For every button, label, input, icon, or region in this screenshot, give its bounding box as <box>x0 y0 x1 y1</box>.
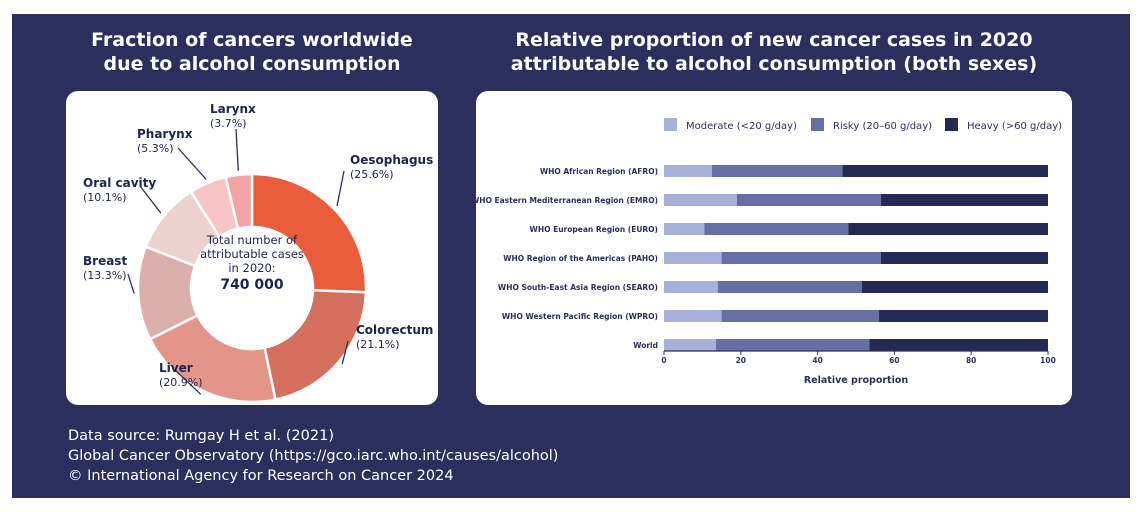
donut-center-value: 740 000 <box>220 277 284 293</box>
leader-line-oesophagus <box>336 170 345 207</box>
bar-segment-risky-20-60-g-day-who-western-pacific-region-wpro <box>721 310 880 322</box>
legend-swatch-moderate-20-g-day <box>664 118 677 131</box>
source-line-2: Global Cancer Observatory (https://gco.i… <box>68 448 559 464</box>
category-label-who-western-pacific-region-wpro: WHO Western Pacific Region (WPRO) <box>502 312 658 321</box>
donut-slice-colorectum <box>263 289 368 402</box>
x-tick-label: 0 <box>661 356 666 365</box>
leader-line-liver <box>175 370 202 395</box>
right-chart-title: Relative proportion of new cancer cases … <box>476 28 1072 76</box>
donut-center-text: Total number of <box>206 233 298 247</box>
slice-name-oesophagus: Oesophagus <box>350 153 433 167</box>
legend-label-risky-20-60-g-day: Risky (20–60 g/day) <box>833 121 932 132</box>
bar-segment-heavy-60-g-day-world <box>869 339 1048 351</box>
slice-percent-liver: (20.9%) <box>159 376 203 389</box>
donut-center-text: attributable cases <box>200 247 304 261</box>
left-title-line-2: due to alcohol consumption <box>103 53 401 75</box>
slice-percent-breast: (13.3%) <box>83 269 127 282</box>
slice-name-liver: Liver <box>159 361 193 375</box>
x-axis-label: Relative proportion <box>804 375 909 386</box>
slice-percent-oral-cavity: (10.1%) <box>83 191 127 204</box>
bar-segment-heavy-60-g-day-who-eastern-mediterranean-region-emro <box>880 194 1048 206</box>
bar-chart-card: Moderate (<20 g/day) Risky (20–60 g/day) H… <box>471 91 1072 405</box>
donut-center-text: in 2020: <box>228 261 275 275</box>
category-label-who-region-of-the-americas-paho: WHO Region of the Americas (PAHO) <box>503 254 658 263</box>
slice-name-larynx: Larynx <box>210 102 256 116</box>
bar-segment-moderate-20-g-day-who-region-of-the-americas-paho <box>664 252 722 264</box>
bar-segment-heavy-60-g-day-who-western-pacific-region-wpro <box>879 310 1048 322</box>
slice-percent-pharynx: (5.3%) <box>137 142 174 155</box>
slice-name-breast: Breast <box>83 254 127 268</box>
right-title-line-2: attributable to alcohol consumption (bot… <box>510 53 1038 75</box>
leader-line-oral-cavity <box>139 185 162 214</box>
stacked-bar-chart: Moderate (<20 g/day) Risky (20–60 g/day) H… <box>471 118 1062 386</box>
source-line-3: © International Agency for Research on C… <box>68 468 454 484</box>
bar-segment-moderate-20-g-day-who-african-region-afro <box>664 165 712 177</box>
bar-segment-moderate-20-g-day-world <box>664 339 716 351</box>
x-tick-label: 80 <box>966 356 976 365</box>
legend-label-moderate-20-g-day: Moderate (<20 g/day) <box>686 121 797 132</box>
bar-segment-moderate-20-g-day-who-european-region-euro <box>664 223 705 235</box>
category-label-world: World <box>633 341 658 350</box>
legend-label-heavy-60-g-day: Heavy (>60 g/day) <box>967 121 1062 132</box>
bar-segment-moderate-20-g-day-who-eastern-mediterranean-region-emro <box>664 194 737 206</box>
leader-line-pharynx <box>177 147 207 180</box>
bar-segment-risky-20-60-g-day-who-european-region-euro <box>704 223 849 235</box>
x-tick-label: 100 <box>1040 356 1056 365</box>
right-title-line-1: Relative proportion of new cancer cases … <box>515 29 1033 51</box>
slice-percent-oesophagus: (25.6%) <box>350 168 394 181</box>
x-tick-label: 40 <box>812 356 822 365</box>
leader-line-colorectum <box>341 340 349 365</box>
bar-segment-risky-20-60-g-day-who-eastern-mediterranean-region-emro <box>736 194 881 206</box>
left-chart-title: Fraction of cancers worldwide due to alc… <box>66 28 438 76</box>
slice-name-oral-cavity: Oral cavity <box>83 176 156 190</box>
leader-line-larynx <box>235 128 239 171</box>
x-tick-label: 20 <box>736 356 746 365</box>
leader-line-breast <box>127 273 135 294</box>
donut-slice-larynx <box>224 172 254 231</box>
legend-swatch-risky-20-60-g-day <box>811 118 824 131</box>
legend-swatch-heavy-60-g-day <box>945 118 958 131</box>
bar-segment-heavy-60-g-day-who-south-east-asia-region-searo <box>861 281 1048 293</box>
bar-segment-moderate-20-g-day-who-south-east-asia-region-searo <box>664 281 718 293</box>
bar-segment-risky-20-60-g-day-who-south-east-asia-region-searo <box>717 281 862 293</box>
bar-segment-heavy-60-g-day-who-european-region-euro <box>848 223 1048 235</box>
category-label-who-african-region-afro: WHO African Region (AFRO) <box>540 167 658 176</box>
bar-segment-moderate-20-g-day-who-western-pacific-region-wpro <box>664 310 722 322</box>
source-attribution: Data source: Rumgay H et al. (2021) Glob… <box>68 426 558 486</box>
category-label-who-south-east-asia-region-searo: WHO South-East Asia Region (SEARO) <box>498 283 658 292</box>
bar-segment-heavy-60-g-day-who-region-of-the-americas-paho <box>880 252 1048 264</box>
left-title-line-1: Fraction of cancers worldwide <box>91 29 413 51</box>
bar-segment-risky-20-60-g-day-who-region-of-the-americas-paho <box>721 252 881 264</box>
bar-segment-risky-20-60-g-day-world <box>715 339 870 351</box>
slice-name-colorectum: Colorectum <box>356 323 433 337</box>
bar-segment-risky-20-60-g-day-who-african-region-afro <box>712 165 843 177</box>
donut-chart: Oesophagus(25.6%)Colorectum(21.1%)Liver(… <box>83 102 433 404</box>
x-tick-label: 60 <box>889 356 899 365</box>
category-label-who-european-region-euro: WHO European Region (EURO) <box>530 225 658 234</box>
slice-percent-colorectum: (21.1%) <box>356 338 400 351</box>
source-line-1: Data source: Rumgay H et al. (2021) <box>68 428 334 444</box>
category-label-who-eastern-mediterranean-region-emro: WHO Eastern Mediterranean Region (EMRO) <box>476 196 658 205</box>
slice-percent-larynx: (3.7%) <box>210 117 247 130</box>
donut-chart-card: Oesophagus (25.6%) Colorectum (21.1%) Liver(… <box>66 91 438 405</box>
donut-slice-oesophagus <box>250 172 368 294</box>
bar-segment-heavy-60-g-day-who-african-region-afro <box>842 165 1048 177</box>
slice-name-pharynx: Pharynx <box>137 127 193 141</box>
